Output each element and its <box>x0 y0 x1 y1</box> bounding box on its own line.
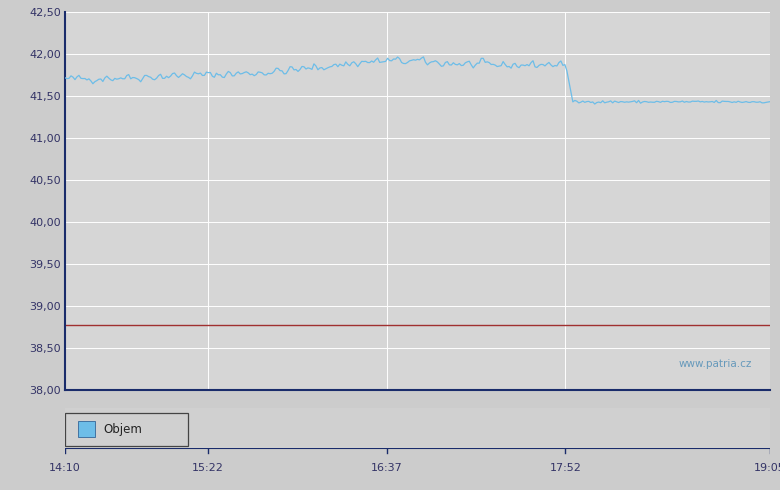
FancyBboxPatch shape <box>65 413 189 446</box>
Text: Objem: Objem <box>104 422 143 436</box>
Text: www.patria.cz: www.patria.cz <box>679 359 753 369</box>
Text: 16:37: 16:37 <box>370 464 402 473</box>
Text: 14:10: 14:10 <box>49 464 81 473</box>
Text: 19:05: 19:05 <box>754 464 780 473</box>
Text: 15:22: 15:22 <box>192 464 224 473</box>
Text: 17:52: 17:52 <box>550 464 581 473</box>
FancyBboxPatch shape <box>78 421 95 438</box>
